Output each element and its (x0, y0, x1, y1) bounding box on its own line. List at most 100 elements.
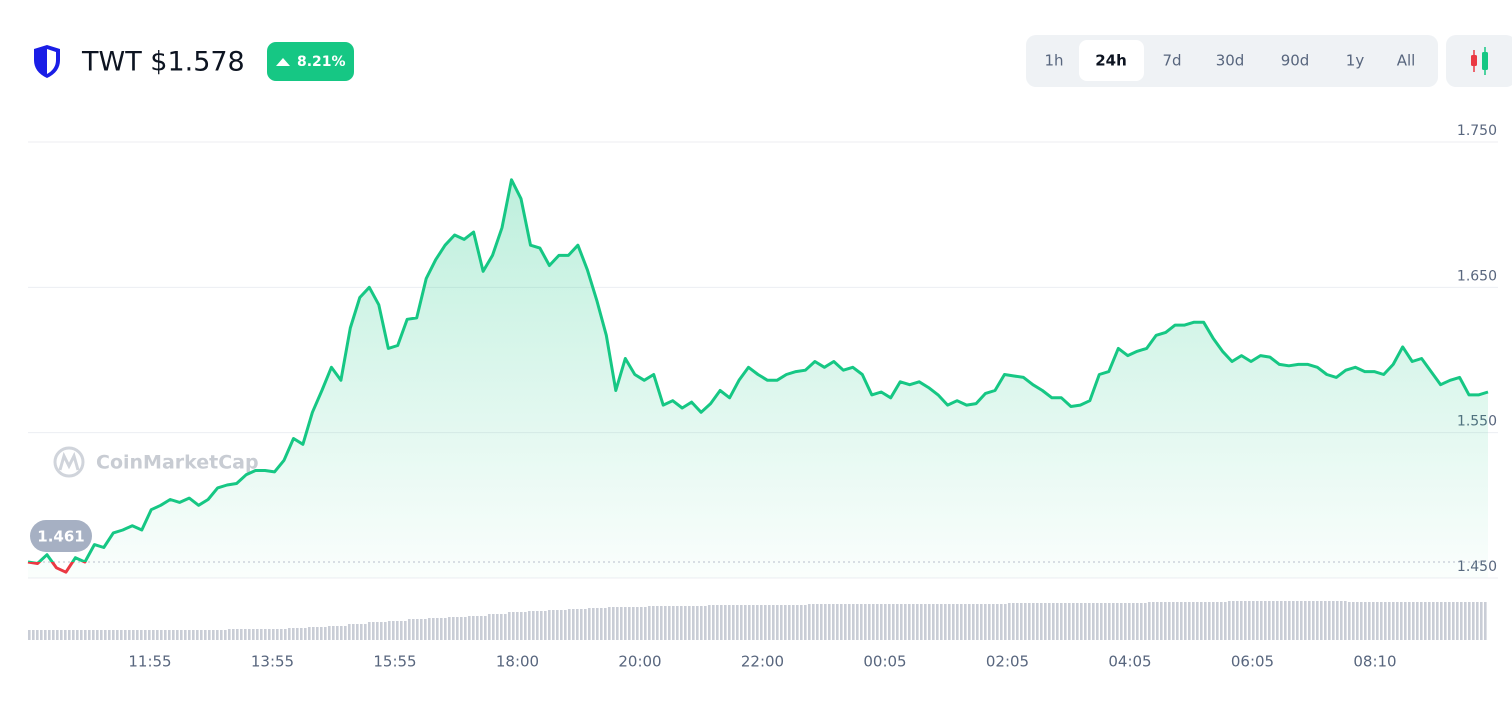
token-icon-detail (47, 49, 56, 74)
volume-bar (188, 630, 208, 640)
title: TWT $1.578 (81, 47, 245, 78)
range-button[interactable]: 1h (1044, 52, 1063, 70)
y-tick-label: 1.650 (1457, 268, 1497, 284)
volume-bar (48, 630, 68, 640)
x-tick-label: 20:00 (618, 653, 661, 671)
volume-bar (148, 630, 168, 640)
volume-bar (688, 606, 708, 640)
volume-bar (328, 626, 348, 640)
volume-bar (448, 617, 468, 640)
volume-bar (788, 605, 808, 640)
volume-bar (28, 630, 48, 640)
volume-bar (948, 604, 968, 640)
volume-bar (1168, 602, 1188, 640)
volume-bar (128, 630, 148, 640)
volume-bar (1248, 601, 1268, 640)
volume-bar (1048, 603, 1068, 640)
volume-bar (808, 604, 828, 640)
volume-bar (928, 604, 948, 640)
volume-bar (828, 604, 848, 640)
volume-bar (508, 612, 528, 640)
volume-bar (728, 605, 748, 640)
area (28, 179, 1488, 579)
volume-bar (1148, 602, 1168, 640)
volume-bar (468, 616, 488, 640)
watermark: CoinMarketCap (96, 452, 259, 474)
volume-bar (308, 627, 328, 640)
range-button[interactable]: 30d (1216, 52, 1245, 70)
volume-bar (388, 621, 408, 640)
chart-type-button[interactable] (1446, 35, 1512, 87)
volume-bar (988, 604, 1008, 640)
range-button[interactable]: 24h (1095, 52, 1127, 70)
x-tick-label: 06:05 (1231, 653, 1274, 671)
x-tick-label: 13:55 (251, 653, 294, 671)
volume-bar (648, 606, 668, 640)
volume-bar (1068, 603, 1088, 640)
volume-bar (768, 605, 788, 640)
x-tick-label: 11:55 (128, 653, 171, 671)
open-price-pill (30, 520, 92, 553)
volume-bar (568, 609, 588, 640)
watermark-logo-mark (58, 451, 80, 471)
volume-bar (628, 607, 648, 640)
volume-bar (1088, 603, 1108, 640)
volume-bar (168, 630, 188, 640)
range-button-selected[interactable] (1079, 40, 1144, 81)
volume-bar (1288, 601, 1308, 640)
volume-bar (488, 614, 508, 640)
volume-bar (108, 630, 128, 640)
range-button[interactable]: 90d (1281, 52, 1310, 70)
volume-bar (1188, 602, 1208, 640)
volume-bar (208, 630, 228, 640)
x-tick-label: 00:05 (863, 653, 906, 671)
change-text: 8.21% (297, 54, 346, 70)
candle-icon-green (1482, 52, 1488, 70)
open-price-label: 1.461 (37, 528, 84, 546)
range-button[interactable]: 1y (1346, 52, 1365, 70)
volume-bar (528, 611, 548, 640)
volume-bar (1328, 601, 1348, 640)
volume-bar (1008, 603, 1028, 640)
volume-bar (88, 630, 108, 640)
x-tick-label: 08:10 (1353, 653, 1396, 671)
volume-bar (1368, 602, 1388, 640)
volume-bar (1268, 601, 1288, 640)
x-tick-label: 02:05 (986, 653, 1029, 671)
x-tick-label: 22:00 (741, 653, 784, 671)
volume-bar (548, 610, 568, 640)
price-line (27, 178, 1489, 574)
volume-bar (1388, 602, 1408, 640)
volume-bar (268, 629, 288, 640)
volume-bar (428, 618, 448, 640)
volume-bar (368, 622, 388, 640)
volume-bar (968, 604, 988, 640)
volume-bar (708, 605, 728, 640)
change-badge (267, 42, 354, 81)
range-button[interactable]: All (1397, 52, 1416, 70)
volume-bar (248, 629, 268, 640)
volume-bar (1228, 601, 1248, 640)
volume-bar (408, 619, 428, 640)
volume-bar (1308, 601, 1328, 640)
volume-bar (228, 629, 248, 640)
volume-bar (1408, 602, 1428, 640)
range-button[interactable]: 7d (1162, 52, 1181, 70)
volume-bar (1428, 602, 1448, 640)
x-tick-label: 04:05 (1108, 653, 1151, 671)
volume-bar (1108, 603, 1128, 640)
volume-bar (1348, 602, 1368, 640)
x-tick-label: 18:00 (496, 653, 539, 671)
volume-bar (1208, 602, 1228, 640)
volume-bar (848, 604, 868, 640)
volume-bar (908, 604, 928, 640)
volume-bar (1128, 603, 1148, 640)
volume-bar (868, 604, 888, 640)
volume-bar (608, 607, 628, 640)
y-tick-label: 1.750 (1457, 123, 1497, 139)
volume-bar (748, 605, 768, 640)
volume-bar (288, 628, 308, 640)
candle-icon-red (1471, 55, 1477, 66)
